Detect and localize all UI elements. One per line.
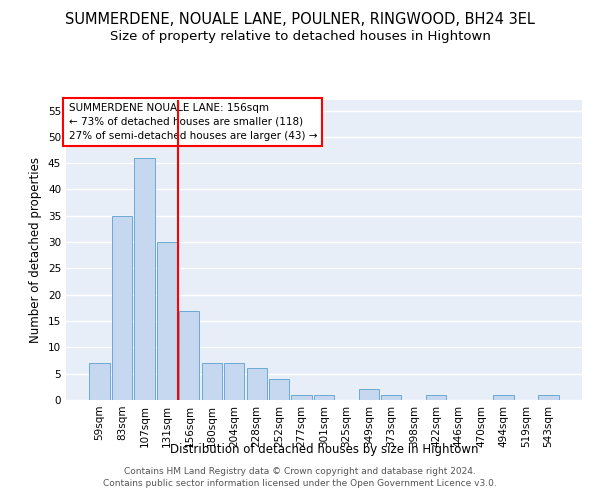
Bar [224, 363, 244, 400]
Bar [89, 363, 110, 400]
Y-axis label: Number of detached properties: Number of detached properties [29, 157, 43, 343]
Bar [381, 394, 401, 400]
Bar [157, 242, 177, 400]
Text: Distribution of detached houses by size in Hightown: Distribution of detached houses by size … [170, 442, 478, 456]
Bar [247, 368, 267, 400]
Bar [426, 394, 446, 400]
Bar [359, 390, 379, 400]
Text: SUMMERDENE NOUALE LANE: 156sqm
← 73% of detached houses are smaller (118)
27% of: SUMMERDENE NOUALE LANE: 156sqm ← 73% of … [68, 103, 317, 141]
Text: SUMMERDENE, NOUALE LANE, POULNER, RINGWOOD, BH24 3EL: SUMMERDENE, NOUALE LANE, POULNER, RINGWO… [65, 12, 535, 28]
Bar [292, 394, 311, 400]
Bar [134, 158, 155, 400]
Bar [179, 310, 199, 400]
Bar [538, 394, 559, 400]
Bar [112, 216, 132, 400]
Bar [493, 394, 514, 400]
Bar [314, 394, 334, 400]
Bar [202, 363, 222, 400]
Text: Contains HM Land Registry data © Crown copyright and database right 2024.
Contai: Contains HM Land Registry data © Crown c… [103, 466, 497, 487]
Bar [269, 379, 289, 400]
Text: Size of property relative to detached houses in Hightown: Size of property relative to detached ho… [110, 30, 490, 43]
